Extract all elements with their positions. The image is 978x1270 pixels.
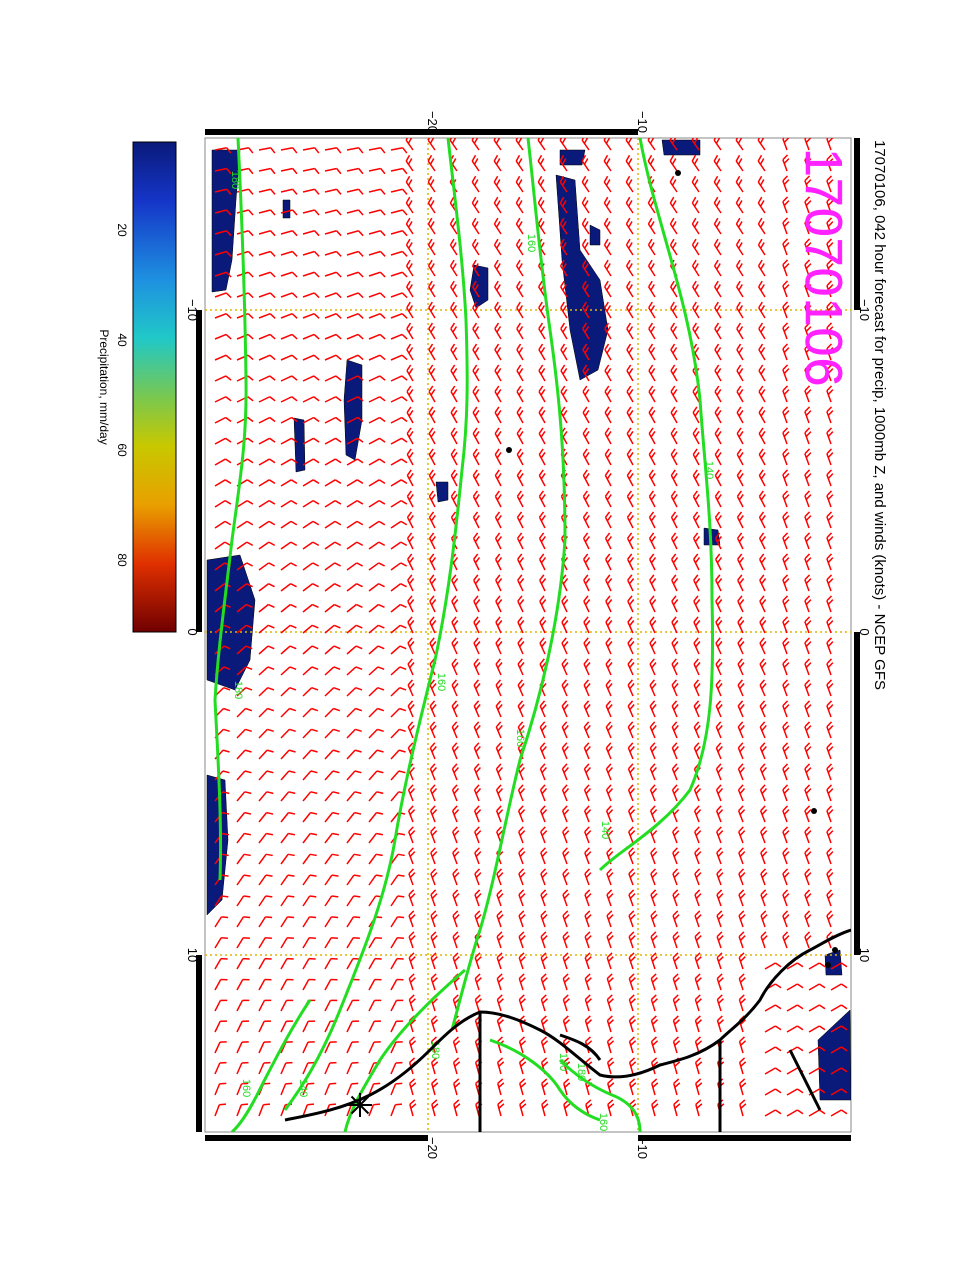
lon-tick-label: 0 bbox=[857, 628, 872, 635]
colorbar-label: Precipitation, mm/day bbox=[97, 329, 111, 444]
station-star-icon bbox=[348, 1093, 372, 1117]
colorbar: 20 40 60 80 Precipitation, mm/day bbox=[97, 142, 176, 632]
lat-tick-label: −20 bbox=[425, 1137, 440, 1159]
colorbar-tick-label: 80 bbox=[115, 553, 129, 567]
contour-label: 160 bbox=[514, 729, 526, 747]
lon-tick-label: 10 bbox=[857, 948, 872, 962]
map-title: 17070106, 042 hour forecast for precip, … bbox=[871, 140, 888, 690]
precip-area bbox=[294, 418, 305, 472]
colorbar-gradient bbox=[133, 142, 176, 632]
map-frame bbox=[205, 138, 851, 1132]
contour-label: 140 bbox=[297, 1079, 309, 1097]
island-dot bbox=[832, 947, 838, 953]
colorbar-tick-label: 60 bbox=[115, 443, 129, 457]
colorbar-tick-label: 20 bbox=[115, 223, 129, 237]
island-dot bbox=[675, 170, 681, 176]
island-dot bbox=[825, 962, 831, 968]
date-stamp: 17070106 bbox=[794, 148, 852, 387]
colorbar-tick-label: 40 bbox=[115, 333, 129, 347]
contour-label: 160 bbox=[435, 673, 447, 691]
lat-tick-label: −10 bbox=[635, 111, 650, 133]
contour-label: 160 bbox=[525, 234, 537, 252]
contour-label: 180 bbox=[229, 171, 241, 189]
contour-label: 140 bbox=[557, 1053, 569, 1071]
lat-tick-label: −20 bbox=[425, 111, 440, 133]
lat-tick-label: −10 bbox=[635, 1137, 650, 1159]
contour-label: 180 bbox=[232, 681, 244, 699]
lon-tick-label: −10 bbox=[185, 299, 200, 321]
lon-tick-label: −10 bbox=[857, 299, 872, 321]
contour-label: 160 bbox=[597, 1113, 609, 1131]
contour-label: 160 bbox=[240, 1079, 252, 1097]
precip-area bbox=[436, 482, 448, 502]
lon-tick-label: 10 bbox=[185, 948, 200, 962]
island-dot bbox=[811, 808, 817, 814]
precip-area bbox=[283, 200, 290, 218]
contour-label: 140 bbox=[703, 461, 715, 479]
contour-label: 140 bbox=[599, 821, 611, 839]
island-dot bbox=[506, 447, 512, 453]
contour-label: 180 bbox=[575, 1063, 587, 1081]
lon-tick-label: 0 bbox=[185, 628, 200, 635]
